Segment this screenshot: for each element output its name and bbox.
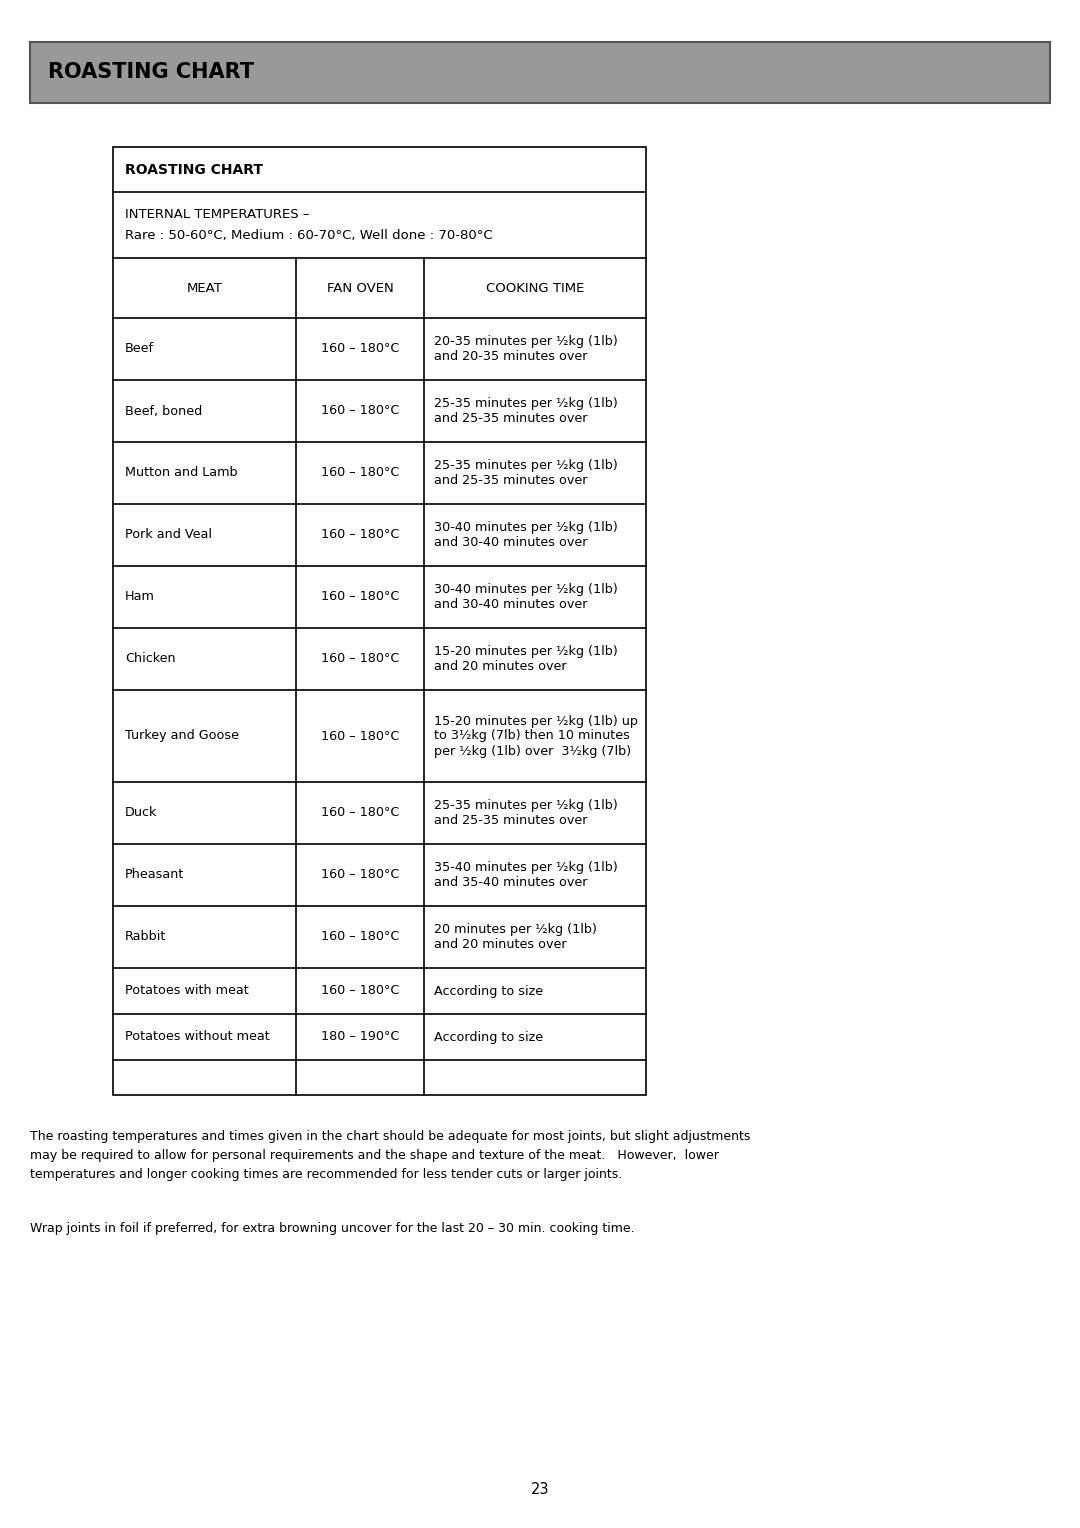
Text: Mutton and Lamb: Mutton and Lamb bbox=[125, 466, 238, 480]
Text: INTERNAL TEMPERATURES –: INTERNAL TEMPERATURES – bbox=[125, 208, 310, 222]
Text: and 20 minutes over: and 20 minutes over bbox=[434, 660, 567, 672]
Bar bbox=[113, 147, 646, 1096]
Text: and 35-40 minutes over: and 35-40 minutes over bbox=[434, 876, 588, 889]
Text: 160 – 180°C: 160 – 180°C bbox=[321, 807, 400, 819]
Text: and 30-40 minutes over: and 30-40 minutes over bbox=[434, 536, 588, 549]
Text: Ham: Ham bbox=[125, 590, 154, 604]
Text: COOKING TIME: COOKING TIME bbox=[486, 281, 584, 295]
Text: and 25-35 minutes over: and 25-35 minutes over bbox=[434, 814, 588, 827]
Text: ROASTING CHART: ROASTING CHART bbox=[48, 63, 254, 83]
Text: Potatoes with meat: Potatoes with meat bbox=[125, 984, 248, 998]
Text: Beef, boned: Beef, boned bbox=[125, 405, 202, 417]
Text: and 25-35 minutes over: and 25-35 minutes over bbox=[434, 413, 588, 425]
Text: 30-40 minutes per ½kg (1lb): 30-40 minutes per ½kg (1lb) bbox=[434, 521, 618, 533]
Text: Pork and Veal: Pork and Veal bbox=[125, 529, 212, 541]
Text: 160 – 180°C: 160 – 180°C bbox=[321, 466, 400, 480]
Text: may be required to allow for personal requirements and the shape and texture of : may be required to allow for personal re… bbox=[30, 1149, 719, 1161]
Text: 35-40 minutes per ½kg (1lb): 35-40 minutes per ½kg (1lb) bbox=[434, 860, 618, 874]
Text: Turkey and Goose: Turkey and Goose bbox=[125, 729, 239, 743]
Text: Rabbit: Rabbit bbox=[125, 931, 166, 943]
Text: The roasting temperatures and times given in the chart should be adequate for mo: The roasting temperatures and times give… bbox=[30, 1131, 751, 1143]
Text: 160 – 180°C: 160 – 180°C bbox=[321, 652, 400, 666]
Text: to 3½kg (7lb) then 10 minutes: to 3½kg (7lb) then 10 minutes bbox=[434, 729, 630, 743]
Text: 160 – 180°C: 160 – 180°C bbox=[321, 729, 400, 743]
Text: FAN OVEN: FAN OVEN bbox=[326, 281, 393, 295]
Text: Rare : 50-60°C, Medium : 60-70°C, Well done : 70-80°C: Rare : 50-60°C, Medium : 60-70°C, Well d… bbox=[125, 229, 492, 241]
Text: 180 – 190°C: 180 – 190°C bbox=[321, 1030, 400, 1044]
Text: ROASTING CHART: ROASTING CHART bbox=[125, 162, 264, 177]
Text: and 30-40 minutes over: and 30-40 minutes over bbox=[434, 597, 588, 611]
Text: 25-35 minutes per ½kg (1lb): 25-35 minutes per ½kg (1lb) bbox=[434, 458, 618, 472]
Text: 30-40 minutes per ½kg (1lb): 30-40 minutes per ½kg (1lb) bbox=[434, 584, 618, 596]
Text: According to size: According to size bbox=[434, 1030, 543, 1044]
Bar bbox=[30, 41, 1050, 102]
Text: Wrap joints in foil if preferred, for extra browning uncover for the last 20 – 3: Wrap joints in foil if preferred, for ex… bbox=[30, 1222, 635, 1235]
Text: Duck: Duck bbox=[125, 807, 158, 819]
Text: 25-35 minutes per ½kg (1lb): 25-35 minutes per ½kg (1lb) bbox=[434, 799, 618, 811]
Text: and 20 minutes over: and 20 minutes over bbox=[434, 938, 567, 950]
Text: temperatures and longer cooking times are recommended for less tender cuts or la: temperatures and longer cooking times ar… bbox=[30, 1167, 622, 1181]
Text: 15-20 minutes per ½kg (1lb) up: 15-20 minutes per ½kg (1lb) up bbox=[434, 715, 638, 727]
Text: Chicken: Chicken bbox=[125, 652, 176, 666]
Text: 15-20 minutes per ½kg (1lb): 15-20 minutes per ½kg (1lb) bbox=[434, 645, 618, 659]
Text: According to size: According to size bbox=[434, 984, 543, 998]
Text: Pheasant: Pheasant bbox=[125, 868, 185, 882]
Text: 160 – 180°C: 160 – 180°C bbox=[321, 984, 400, 998]
Text: and 25-35 minutes over: and 25-35 minutes over bbox=[434, 474, 588, 487]
Text: 160 – 180°C: 160 – 180°C bbox=[321, 529, 400, 541]
Text: Beef: Beef bbox=[125, 342, 154, 356]
Text: 160 – 180°C: 160 – 180°C bbox=[321, 342, 400, 356]
Text: per ½kg (1lb) over  3½kg (7lb): per ½kg (1lb) over 3½kg (7lb) bbox=[434, 744, 631, 758]
Text: and 20-35 minutes over: and 20-35 minutes over bbox=[434, 350, 588, 364]
Text: Potatoes without meat: Potatoes without meat bbox=[125, 1030, 270, 1044]
Text: 160 – 180°C: 160 – 180°C bbox=[321, 405, 400, 417]
Text: 160 – 180°C: 160 – 180°C bbox=[321, 590, 400, 604]
Text: 25-35 minutes per ½kg (1lb): 25-35 minutes per ½kg (1lb) bbox=[434, 397, 618, 410]
Text: 23: 23 bbox=[530, 1482, 550, 1497]
Text: 160 – 180°C: 160 – 180°C bbox=[321, 868, 400, 882]
Text: MEAT: MEAT bbox=[187, 281, 222, 295]
Text: 20 minutes per ½kg (1lb): 20 minutes per ½kg (1lb) bbox=[434, 923, 597, 937]
Text: 160 – 180°C: 160 – 180°C bbox=[321, 931, 400, 943]
Text: 20-35 minutes per ½kg (1lb): 20-35 minutes per ½kg (1lb) bbox=[434, 335, 618, 348]
